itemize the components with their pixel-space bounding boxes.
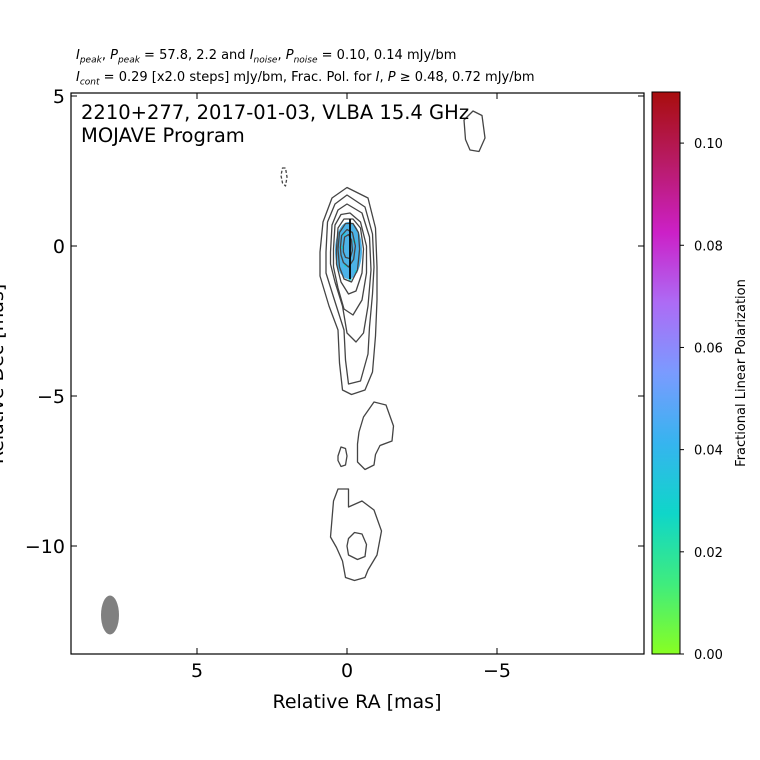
- colorbar-tick-label: 0.06: [694, 341, 723, 356]
- contour-level: [329, 488, 383, 582]
- contour-level: [337, 446, 348, 468]
- contour-level: [342, 233, 354, 260]
- beam-ellipse: [101, 595, 119, 635]
- y-tick-label: 0: [53, 236, 65, 258]
- contour-level: [332, 212, 368, 316]
- i-cont-symbol: I: [76, 70, 80, 85]
- contour-text: = 0.29 [x2.0 steps] mJy/bm, Frac. Pol. f…: [99, 70, 376, 85]
- y-tick-label: −10: [25, 536, 65, 558]
- p-noise-symbol: P: [285, 48, 294, 63]
- contour-level: [329, 203, 372, 343]
- colorbar-label: Fractional Linear Polarization: [734, 279, 749, 467]
- contour-level: [356, 401, 395, 471]
- colorbar-tick-label: 0.04: [694, 444, 723, 459]
- x-tick-label: 0: [341, 660, 353, 682]
- chart-title: 2210+277, 2017-01-03, VLBA 15.4 GHz: [81, 101, 469, 124]
- noise-values: = 0.10, 0.14 mJy/bm: [317, 48, 457, 63]
- header-line-1: Ipeak, Ppeak = 57.8, 2.2 and Inoise, Pno…: [76, 48, 457, 66]
- contour-level: [325, 194, 375, 385]
- colorbar-tick-label: 0.02: [694, 546, 723, 561]
- contour-level: [339, 228, 357, 268]
- header-line-2: Icont = 0.29 [x2.0 steps] mJy/bm, Frac. …: [76, 70, 535, 88]
- contour-level: [319, 186, 378, 396]
- p-noise-subscript: noise: [293, 55, 318, 66]
- contour-level: [463, 110, 486, 153]
- chart-subtitle: MOJAVE Program: [81, 124, 245, 147]
- negative-contour: [280, 167, 288, 187]
- i-symbol: I: [375, 70, 380, 85]
- colorbar-tick-label: 0.00: [694, 648, 723, 663]
- y-axis-label: Relative Dec [mas]: [0, 284, 8, 464]
- p-peak-symbol: P: [110, 48, 118, 63]
- contour-level: [335, 218, 365, 295]
- colorbar: [651, 91, 681, 655]
- colorbar-tick-label: 0.08: [694, 239, 723, 254]
- p-symbol: P: [387, 70, 396, 85]
- i-noise-symbol: I: [249, 48, 254, 63]
- plot-frame: [70, 92, 645, 655]
- p-peak-subscript: peak: [117, 55, 140, 66]
- i-noise-subscript: noise: [253, 55, 278, 66]
- i-peak-symbol: I: [76, 48, 80, 63]
- peak-values: = 57.8, 2.2 and: [139, 48, 250, 63]
- contour-level: [346, 531, 368, 561]
- y-tick-label: −5: [37, 386, 65, 408]
- x-tick-label: 5: [191, 660, 203, 682]
- i-peak-subscript: peak: [79, 55, 102, 66]
- x-axis-label: Relative RA [mas]: [272, 691, 441, 713]
- x-tick-label: −5: [483, 660, 511, 682]
- y-tick-label: 5: [53, 86, 65, 108]
- contour-level: [337, 222, 361, 283]
- colorbar-tick-label: 0.10: [694, 137, 723, 152]
- threshold-text: ≥ 0.48, 0.72 mJy/bm: [395, 70, 535, 85]
- i-cont-subscript: cont: [79, 77, 100, 88]
- comma-text: ,: [379, 70, 388, 85]
